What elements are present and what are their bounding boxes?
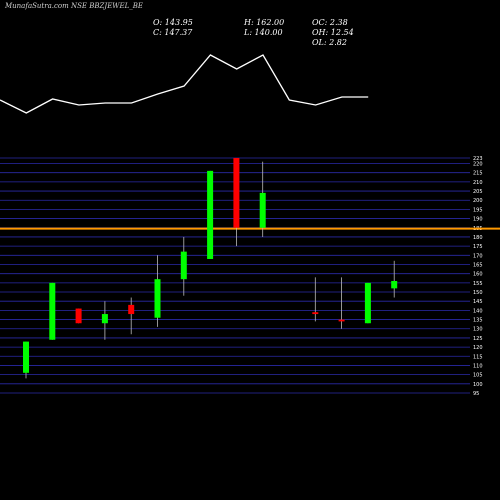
candle-body xyxy=(23,341,29,373)
y-tick-label: 205 xyxy=(473,189,483,195)
low-value: L: 140.00 xyxy=(244,28,283,37)
y-tick-label: 210 xyxy=(473,180,483,186)
candle-body xyxy=(391,281,398,289)
y-tick-label: 170 xyxy=(473,253,483,259)
candle-body xyxy=(154,279,161,318)
y-tick-label: 155 xyxy=(473,281,483,287)
y-tick-label: 135 xyxy=(473,318,483,324)
y-tick-label: 125 xyxy=(473,336,483,342)
y-tick-label: 140 xyxy=(473,308,483,314)
y-tick-label: 195 xyxy=(473,207,483,213)
y-tick-label: 165 xyxy=(473,262,483,268)
candle-body xyxy=(233,158,240,228)
candle-body xyxy=(312,312,319,315)
y-tick-label: 180 xyxy=(473,235,483,241)
high-value: H: 162.00 xyxy=(244,18,285,27)
y-tick-label: 95 xyxy=(473,391,479,397)
open-value: O: 143.95 xyxy=(153,18,193,27)
overlay-line xyxy=(0,54,369,114)
candle-body xyxy=(128,304,135,315)
y-tick-label: 130 xyxy=(473,327,483,333)
candle-body xyxy=(49,282,56,340)
candle-body xyxy=(75,308,82,324)
y-tick-label: 215 xyxy=(473,171,483,177)
close-value: C: 147.37 xyxy=(153,28,193,37)
candle-body xyxy=(338,319,345,322)
candle-body xyxy=(180,251,187,280)
ol-value: OL: 2.82 xyxy=(312,38,347,47)
y-tick-label: 220 xyxy=(473,162,483,168)
y-tick-label: 150 xyxy=(473,290,483,296)
y-tick-label: 175 xyxy=(473,244,483,250)
y-tick-label: 160 xyxy=(473,272,483,278)
y-tick-label: 223 xyxy=(473,156,483,162)
y-tick-label: 120 xyxy=(473,345,483,351)
y-tick-label: 105 xyxy=(473,373,483,379)
y-tick-label: 145 xyxy=(473,299,483,305)
oc-value: OC: 2.38 xyxy=(312,18,348,27)
y-tick-label: 100 xyxy=(473,382,483,388)
y-tick-label: 110 xyxy=(473,363,483,369)
oh-value: OH: 12.54 xyxy=(312,28,354,37)
y-tick-label: 200 xyxy=(473,198,483,204)
y-tick-label: 190 xyxy=(473,217,483,223)
candle-body xyxy=(259,192,266,228)
candle-body xyxy=(207,170,214,259)
chart-title: MunafaSutra.com NSE BBZJEWEL_BE xyxy=(5,2,144,10)
candle-body xyxy=(364,282,371,324)
y-tick-label: 115 xyxy=(473,354,483,360)
candle-body xyxy=(101,314,108,324)
